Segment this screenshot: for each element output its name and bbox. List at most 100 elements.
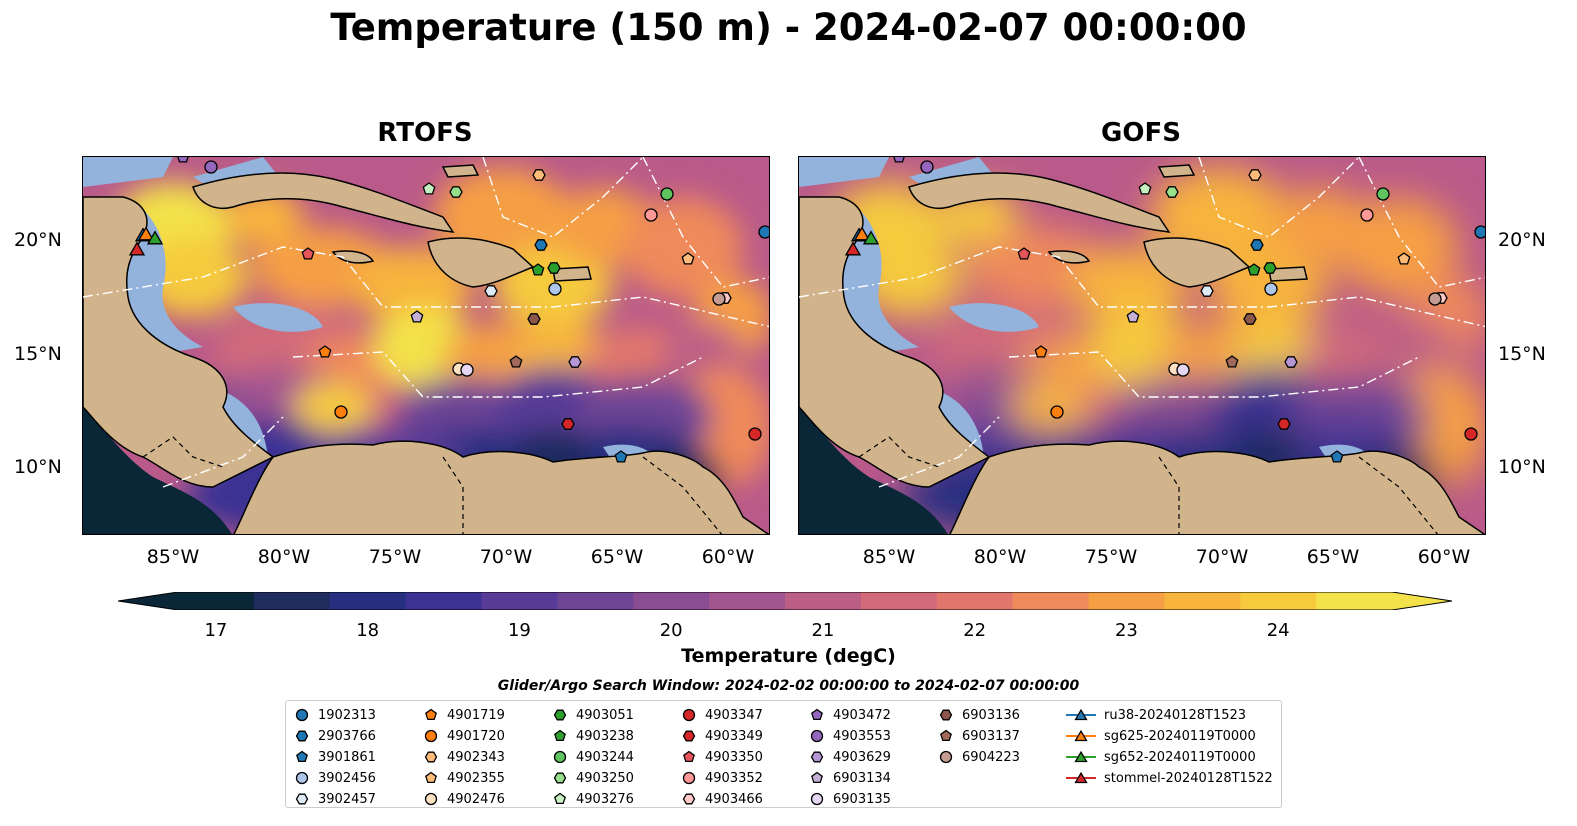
legend-item: 6904223 [938, 747, 1020, 767]
argo-marker-4903472 [893, 157, 905, 163]
argo-marker-4903629 [568, 356, 582, 368]
figure-title: Temperature (150 m) - 2024-02-07 00:00:0… [330, 6, 1247, 49]
legend-marker-icon [682, 793, 696, 805]
legend-title: Glider/Argo Search Window: 2024-02-02 00… [497, 678, 1080, 694]
legend-marker-icon [553, 772, 567, 784]
legend-marker-icon [554, 792, 566, 805]
country-border [642, 456, 723, 534]
legend-marker-icon [424, 751, 438, 763]
colorbar-tick-label: 19 [507, 620, 531, 641]
legend-item-label: 6903136 [962, 707, 1020, 723]
legend-item-label: 4903051 [576, 707, 634, 723]
legend-marker-icon [424, 729, 438, 743]
argo-marker-4903629 [1284, 356, 1298, 368]
argo-marker-4903349 [561, 418, 575, 430]
legend-item-label: 4901720 [447, 728, 505, 744]
argo-marker-4902355 [681, 252, 695, 265]
colorbar-tick-label: 24 [1266, 620, 1290, 641]
lat-tick-label: 10°N [1498, 456, 1546, 478]
argo-marker-4903276 [1138, 182, 1152, 195]
legend-marker-icon [295, 708, 309, 722]
land-mass [1143, 237, 1251, 288]
colorbar-segment [709, 592, 786, 610]
legend-item-label: 2903766 [318, 728, 376, 744]
legend-marker-icon [1066, 708, 1096, 721]
shelf-region [799, 157, 889, 187]
legend-item: 4902355 [423, 768, 505, 788]
legend-item: 4903629 [809, 747, 891, 767]
legend-marker-icon [810, 751, 824, 763]
argo-marker-4903250 [449, 186, 463, 198]
legend-item: 6903136 [938, 705, 1020, 725]
lon-tick-label: 85°W [146, 546, 200, 568]
legend-item-label: ru38-20240128T1523 [1104, 707, 1247, 723]
legend-item: 4903244 [552, 747, 634, 767]
argo-marker-4903051 [547, 262, 561, 274]
colorbar-segment [178, 592, 255, 610]
map-panel-rtofs [82, 156, 770, 535]
pacific-region [799, 407, 948, 534]
argo-marker-4901719 [1034, 345, 1048, 358]
lat-tick-label: 20°N [1498, 229, 1546, 251]
legend-marker-icon [1066, 729, 1096, 742]
argo-marker-6903136 [527, 313, 541, 325]
land-mass [1047, 250, 1091, 264]
argo-marker-4903250 [1165, 186, 1179, 198]
legend: 1902313 2903766 3901861 3902456 3902457 49017… [285, 700, 1282, 808]
boundary-line [1198, 157, 1360, 238]
legend-item-label: 6903134 [833, 770, 891, 786]
boundary-line [83, 246, 769, 328]
colorbar-segment [785, 592, 862, 610]
legend-marker-icon [939, 750, 953, 764]
shelf-region [233, 303, 323, 332]
lon-tick-label: 60°W [701, 546, 755, 568]
lat-tick-label: 10°N [14, 456, 62, 478]
legend-item-label: 4903350 [705, 749, 763, 765]
legend-marker-icon [683, 750, 695, 763]
legend-marker-icon [940, 729, 952, 742]
lon-tick-label: 60°W [1417, 546, 1471, 568]
legend-item: 4903347 [681, 705, 763, 725]
legend-item: ru38-20240128T1523 [1066, 705, 1246, 725]
argo-marker-4903350 [301, 247, 315, 260]
lat-tick-label: 15°N [14, 343, 62, 365]
land-mass [192, 172, 455, 233]
legend-item: 2903766 [294, 726, 376, 746]
country-border [1358, 456, 1439, 534]
colorbar-segment [329, 592, 407, 610]
lon-tick-label: 80°W [973, 546, 1027, 568]
legend-marker-icon [425, 708, 437, 721]
country-border [442, 456, 464, 534]
boundary-line [878, 416, 1000, 488]
lon-tick-label: 70°W [1195, 546, 1249, 568]
legend-marker-icon [811, 771, 823, 784]
legend-item: 4903238 [552, 726, 634, 746]
legend-item-label: 4903250 [576, 770, 634, 786]
legend-item-label: 4903244 [576, 749, 634, 765]
legend-item: 1902313 [294, 705, 376, 725]
argo-marker-6904223 [712, 292, 726, 306]
colorbar-segment [253, 592, 331, 610]
panel-title-rtofs: RTOFS [377, 118, 473, 148]
lon-tick-label: 70°W [479, 546, 533, 568]
argo-marker-6903135 [1176, 363, 1190, 377]
legend-marker-icon [682, 708, 696, 722]
argo-marker-4903553 [920, 160, 934, 174]
colorbar-segment [1316, 592, 1393, 610]
legend-item: 4903276 [552, 789, 634, 809]
boundary-line [162, 416, 284, 488]
legend-item-label: 6903137 [962, 728, 1020, 744]
glider-marker [128, 241, 146, 256]
land-mass [552, 266, 592, 282]
land-mass [427, 237, 535, 288]
legend-marker-icon [424, 792, 438, 806]
legend-item-label: 4902476 [447, 791, 505, 807]
argo-marker-4903352 [644, 208, 658, 222]
legend-item: stommel-20240128T1522 [1066, 768, 1273, 788]
argo-marker-3902457 [484, 285, 498, 297]
land-mass [1157, 164, 1196, 178]
argo-marker-6903136 [1243, 313, 1257, 325]
panel-title-gofs: GOFS [1101, 118, 1181, 148]
lat-tick-label: 20°N [14, 229, 62, 251]
colorbar-segment [405, 592, 482, 610]
